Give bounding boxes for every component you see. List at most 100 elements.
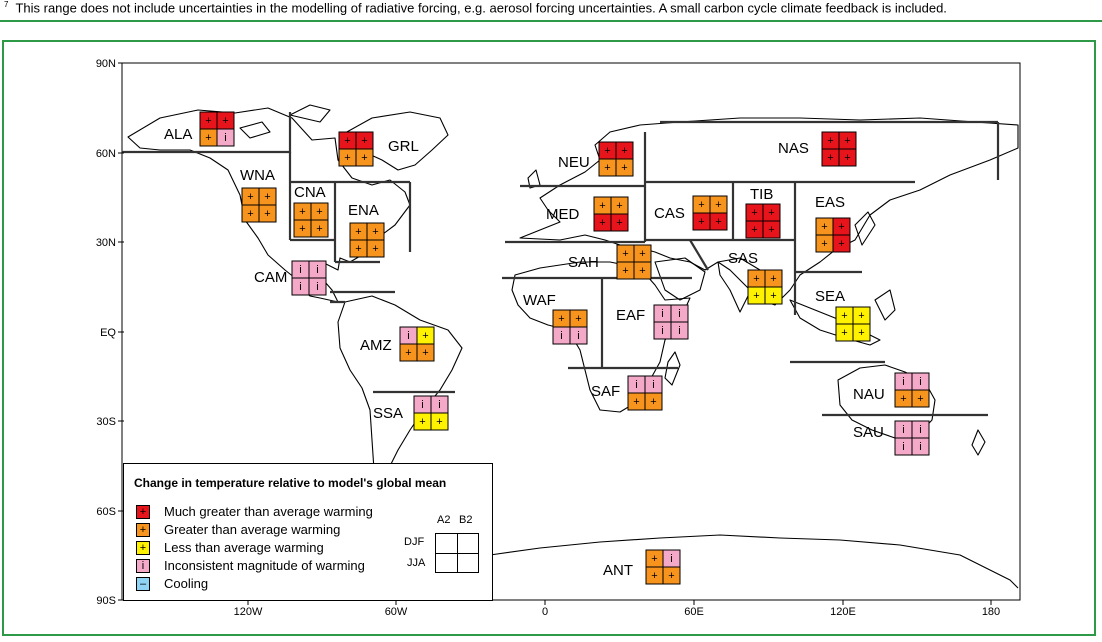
- coast-arabia: [654, 257, 706, 301]
- legend: Change in temperature relative to model'…: [123, 463, 493, 601]
- region-label-sau: SAU: [853, 424, 884, 441]
- region-cell-symbol: i: [661, 325, 663, 337]
- region-cell-symbol: +: [558, 313, 564, 325]
- legend-item-much-greater: + Much greater than average warming: [136, 504, 373, 519]
- boundary-sah: [502, 239, 709, 368]
- region-cell-symbol: +: [917, 393, 923, 405]
- y-tick-label: 30S: [96, 416, 116, 428]
- region-cell-sea-3: [852, 323, 871, 342]
- region-cell-symbol: +: [768, 207, 774, 219]
- region-label-ssa: SSA: [373, 405, 403, 422]
- region-cell-symbol: +: [841, 310, 847, 322]
- region-cell-symbol: +: [264, 191, 270, 203]
- region-cell-symbol: +: [316, 206, 322, 218]
- coast-india: [717, 257, 761, 313]
- region-cell-ala-3: [216, 128, 235, 147]
- region-cell-symbol: i: [902, 424, 904, 436]
- region-cell-symbol: i: [670, 553, 672, 565]
- region-label-neu: NEU: [558, 154, 590, 171]
- coast-greenland: [344, 111, 449, 171]
- region-cell-symbol: +: [621, 162, 627, 174]
- boundary-cas: [645, 180, 915, 315]
- region-cell-symbol: +: [821, 221, 827, 233]
- y-tick-label: 90S: [96, 595, 116, 607]
- region-cell-symbol: i: [902, 441, 904, 453]
- region-cell-symbol: +: [751, 207, 757, 219]
- region-cell-amz-3: [416, 343, 435, 362]
- region-boundaries: [122, 112, 1000, 417]
- legend-label: Less than average warming: [164, 540, 324, 555]
- footnote-marker: 7: [4, 0, 9, 9]
- region-cell-symbol: +: [316, 223, 322, 235]
- region-label-ala: ALA: [164, 126, 192, 143]
- coast-south-america: [337, 295, 463, 489]
- region-cell-symbol: +: [355, 226, 361, 238]
- region-cell-symbol: +: [715, 199, 721, 211]
- region-cell-symbol: i: [316, 281, 318, 293]
- region-cell-symbol: i: [678, 325, 680, 337]
- boundary-sea: [790, 270, 885, 364]
- region-label-sas: SAS: [728, 250, 758, 267]
- y-tick-label: 60S: [96, 506, 116, 518]
- region-label-sah: SAH: [568, 254, 599, 271]
- region-cell-symbol: +: [355, 243, 361, 255]
- region-cell-waf-3: [569, 326, 588, 345]
- region-cell-symbol: +: [858, 310, 864, 322]
- region-cell-symbol: +: [405, 347, 411, 359]
- region-cell-cna-3: [310, 219, 329, 238]
- region-label-tib: TIB: [750, 186, 773, 203]
- legend-label: Cooling: [164, 576, 209, 591]
- legend-item-greater: + Greater than average warming: [136, 522, 340, 537]
- region-cell-symbol: +: [361, 152, 367, 164]
- region-cell-symbol: i: [678, 308, 680, 320]
- region-cell-symbol: +: [900, 393, 906, 405]
- region-cell-symbol: +: [344, 152, 350, 164]
- region-label-eas: EAS: [815, 194, 845, 211]
- region-labels: ALA GRL WNA CNA ENA CAM AMZ SSA NEU MED SAH WAF EAF S…: [164, 126, 885, 579]
- region-cell-symbol: +: [753, 290, 759, 302]
- region-cell-symbol: +: [344, 135, 350, 147]
- region-cell-symbol: +: [770, 273, 776, 285]
- region-cell-symbol: i: [316, 264, 318, 276]
- region-cell-symbol: +: [205, 132, 211, 144]
- legend-title: Change in temperature relative to model'…: [134, 476, 447, 490]
- region-cell-eaf-3: [670, 321, 689, 340]
- region-cell-symbol: +: [575, 313, 581, 325]
- region-cell-symbol: +: [838, 221, 844, 233]
- key-grid: [435, 533, 479, 573]
- region-cell-symbol: i: [652, 379, 654, 391]
- region-cell-symbol: +: [616, 200, 622, 212]
- region-cell-symbol: i: [635, 379, 637, 391]
- figure-frame: [2, 40, 1096, 636]
- region-cell-tib-3: [762, 220, 781, 239]
- region-cell-symbol: i: [299, 281, 301, 293]
- separator-rule: [0, 20, 1102, 22]
- coast-australia: [837, 364, 936, 439]
- legend-label: Inconsistent magnitude of warming: [164, 558, 365, 573]
- region-cell-symbol: +: [768, 224, 774, 236]
- key-row-djf: DJF: [404, 536, 425, 548]
- region-label-sea: SEA: [815, 288, 845, 305]
- region-cell-symbol: +: [650, 396, 656, 408]
- region-label-amz: AMZ: [360, 337, 392, 354]
- region-cell-med-3: [610, 213, 629, 232]
- region-cell-symbol: +: [205, 115, 211, 127]
- region-label-waf: WAF: [523, 292, 556, 309]
- region-cell-symbol: +: [844, 152, 850, 164]
- boundary-nas: [660, 120, 1000, 180]
- region-cell-symbol: +: [622, 265, 628, 277]
- region-cell-symbol: +: [821, 238, 827, 250]
- region-cell-neu-3: [615, 158, 634, 177]
- region-cell-symbol: +: [599, 200, 605, 212]
- region-cell-symbol: +: [668, 570, 674, 582]
- region-cell-symbol: +: [372, 243, 378, 255]
- region-cell-symbol: i: [577, 330, 579, 342]
- x-tick-label: 0: [542, 606, 548, 618]
- region-cell-symbol: +: [247, 191, 253, 203]
- region-cell-symbol: i: [919, 424, 921, 436]
- region-cell-ena-3: [366, 239, 385, 258]
- y-tick-label: 90N: [96, 58, 116, 70]
- region-cell-symbol: +: [422, 347, 428, 359]
- legend-label: Much greater than average warming: [164, 504, 373, 519]
